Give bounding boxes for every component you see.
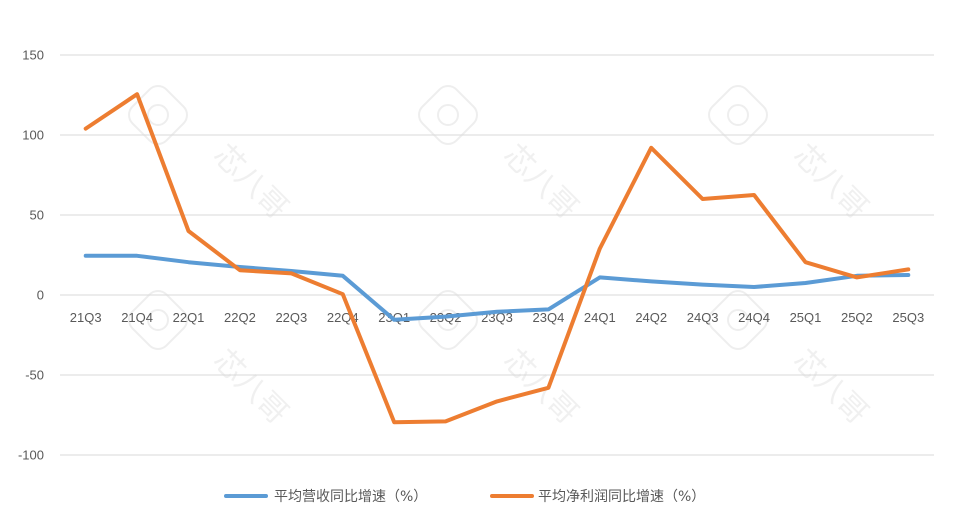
y-tick-label: 0 (37, 288, 44, 303)
series-lines (83, 92, 911, 425)
y-tick-label: 150 (22, 48, 44, 63)
y-tick-label: -50 (25, 368, 44, 383)
watermark-text: 芯八哥 (786, 343, 874, 431)
watermark-logo: 芯八哥 (418, 85, 585, 226)
watermark-text: 芯八哥 (496, 343, 584, 431)
x-tick-label: 24Q1 (584, 310, 616, 325)
y-tick-label: 50 (30, 208, 44, 223)
watermark-logo: 芯八哥 (128, 290, 295, 431)
y-axis-ticks: 150 100 50 0 -50 -100 (18, 48, 44, 463)
x-tick-label: 22Q3 (275, 310, 307, 325)
x-tick-label: 22Q2 (224, 310, 256, 325)
x-tick-label: 21Q4 (121, 310, 153, 325)
y-tick-label: -100 (18, 448, 44, 463)
x-tick-label: 21Q3 (70, 310, 102, 325)
watermark-text: 芯八哥 (496, 138, 584, 226)
legend-label-2: 平均净利润同比增速（%） (538, 489, 705, 505)
x-tick-label: 23Q4 (533, 310, 565, 325)
watermark-text: 芯八哥 (206, 343, 294, 431)
watermark-logo: 芯八哥 (128, 85, 295, 226)
gridlines (60, 54, 934, 456)
legend: 平均营收同比增速（%） 平均净利润同比增速（%） (224, 489, 705, 505)
x-tick-label: 25Q1 (790, 310, 822, 325)
y-tick-label: 100 (22, 128, 44, 143)
x-tick-label: 25Q3 (892, 310, 924, 325)
x-tick-label: 25Q2 (841, 310, 873, 325)
legend-label-1: 平均营收同比增速（%） (274, 489, 427, 505)
watermark-text: 芯八哥 (786, 138, 874, 226)
watermark-logo: 芯八哥 (708, 290, 875, 431)
series-line-2 (83, 92, 911, 425)
watermark-text: 芯八哥 (206, 138, 294, 226)
x-tick-label: 24Q3 (687, 310, 719, 325)
x-tick-label: 24Q2 (635, 310, 667, 325)
series-line-1 (83, 253, 911, 322)
watermark-logo: 芯八哥 (708, 85, 875, 226)
x-tick-label: 24Q4 (738, 310, 770, 325)
x-tick-label: 22Q1 (173, 310, 205, 325)
